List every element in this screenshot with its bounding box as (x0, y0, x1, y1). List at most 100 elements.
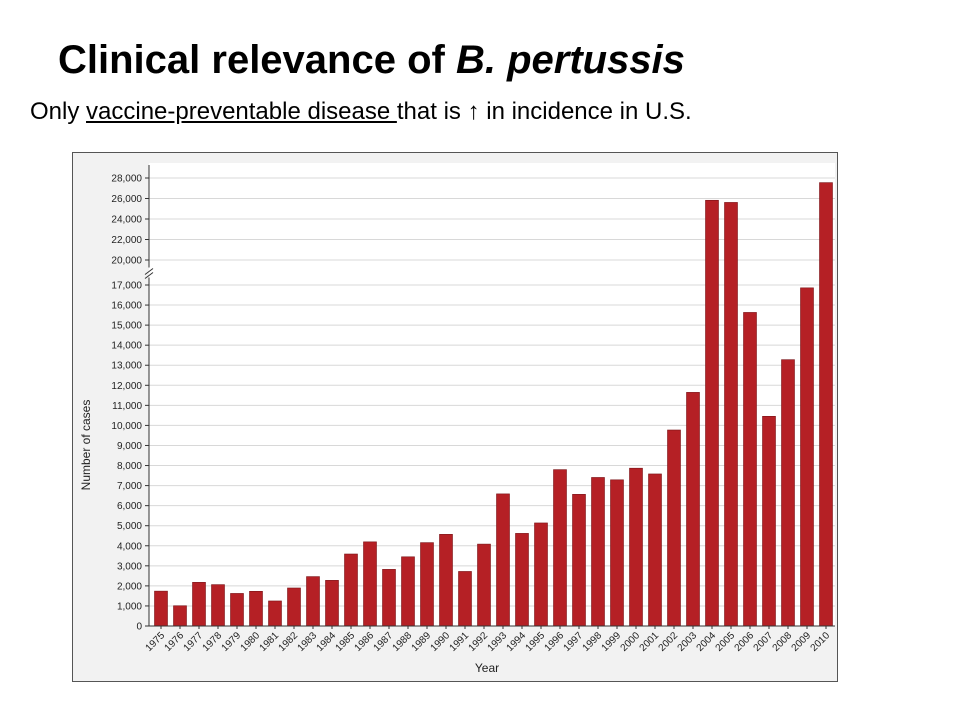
y-tick-label: 11,000 (112, 401, 142, 412)
subtitle-underlined: vaccine-preventable disease (86, 98, 397, 125)
x-tick-label: 1978 (201, 630, 225, 654)
y-tick-label: 6,000 (117, 501, 142, 512)
y-tick-label: 14,000 (111, 341, 142, 352)
subtitle-post: that is ↑ in incidence in U.S. (396, 98, 692, 125)
bar-1977 (192, 582, 206, 627)
x-tick-label: 2009 (790, 630, 814, 654)
slide-subtitle: Only vaccine-preventable disease that is… (30, 98, 692, 126)
bar-1999 (610, 479, 624, 627)
bar-2004 (705, 199, 719, 627)
bar-2003 (686, 392, 700, 627)
y-tick-label: 4,000 (117, 541, 142, 552)
bar-2006 (743, 312, 757, 627)
plot-background (149, 163, 835, 626)
x-tick-label: 1982 (277, 630, 301, 654)
x-tick-label: 2001 (638, 630, 662, 654)
x-tick-label: 2005 (714, 630, 738, 654)
bar-1995 (534, 522, 548, 627)
slide-title-text: Clinical relevance of (58, 38, 456, 82)
bar-2000 (629, 467, 643, 627)
y-axis-title: Number of cases (79, 400, 93, 491)
x-tick-label: 1984 (315, 630, 339, 654)
x-tick-label: 1981 (258, 630, 282, 654)
x-tick-label: 1976 (163, 630, 187, 654)
y-tick-label: 8,000 (117, 461, 142, 472)
y-tick-label: 15,000 (111, 321, 142, 332)
y-tick-label: 13,000 (111, 361, 142, 372)
y-tick-label: 12,000 (111, 381, 142, 392)
y-tick-label: 10,000 (111, 421, 142, 432)
axis-break-mark (144, 272, 154, 279)
y-tick-label: 22,000 (111, 235, 142, 246)
y-tick-label: 2,000 (117, 581, 142, 592)
bar-1982 (287, 587, 301, 627)
x-tick-label: 1986 (353, 630, 377, 654)
bar-1996 (553, 469, 567, 627)
x-tick-label: 1989 (410, 630, 434, 654)
bar-2007 (762, 416, 776, 627)
bar-1985 (344, 553, 358, 627)
bar-2001 (648, 473, 662, 627)
y-tick-label: 9,000 (117, 441, 142, 452)
subtitle-pre: Only (30, 98, 87, 125)
x-tick-label: 1990 (429, 630, 453, 654)
bars (154, 182, 833, 627)
bar-2002 (667, 429, 681, 627)
bar-2005 (724, 202, 738, 627)
x-tick-label: 1995 (524, 630, 548, 654)
x-tick-label: 1992 (467, 630, 491, 654)
bar-1988 (401, 556, 415, 627)
bar-1993 (496, 493, 510, 627)
slide-title-organism: B. pertussis (455, 38, 685, 82)
x-tick-label: 1994 (505, 630, 529, 654)
x-tick-label: 1979 (220, 630, 244, 654)
x-tick-label: 2003 (676, 630, 700, 654)
y-tick-label: 5,000 (117, 521, 142, 532)
x-tick-label: 2004 (695, 630, 719, 654)
x-tick-label: 2008 (771, 630, 795, 654)
x-tick-label: 1988 (391, 630, 415, 654)
bar-1984 (325, 580, 339, 627)
bar-1994 (515, 533, 529, 627)
bar-1975 (154, 590, 168, 627)
x-tick-label: 2010 (809, 630, 833, 654)
x-tick-label: 1977 (182, 630, 206, 654)
x-tick-label: 1996 (543, 630, 567, 654)
y-tick-label: 26,000 (111, 194, 142, 205)
bar-2010 (819, 182, 833, 627)
bar-1987 (382, 569, 396, 627)
axis-break-mark (144, 268, 154, 275)
bar-1997 (572, 494, 586, 627)
bar-1983 (306, 576, 320, 627)
x-tick-label: 1997 (562, 630, 586, 654)
y-axis: 0 1,000 2,000 3,000 4,000 5,000 6,000 7,000 8,00… (111, 165, 154, 633)
bar-1992 (477, 543, 491, 627)
x-tick-label: 1987 (372, 630, 396, 654)
bar-1981 (268, 600, 282, 627)
chart-frame: 0 1,000 2,000 3,000 4,000 5,000 6,000 7,000 8,00… (72, 152, 838, 682)
bar-1990 (439, 534, 453, 627)
bar-2009 (800, 287, 814, 627)
bar-chart: 0 1,000 2,000 3,000 4,000 5,000 6,000 7,000 8,00… (79, 163, 835, 675)
bar-1976 (173, 605, 187, 627)
y-tick-label: 3,000 (117, 561, 142, 572)
bar-2008 (781, 359, 795, 627)
x-tick-label: 1998 (581, 630, 605, 654)
bar-1986 (363, 541, 377, 627)
slide-title: Clinical relevance of B. pertussis (58, 38, 685, 83)
bar-1979 (230, 593, 244, 627)
bar-1978 (211, 584, 225, 627)
bar-1998 (591, 477, 605, 627)
x-tick-label: 1991 (448, 630, 472, 654)
bar-1980 (249, 590, 263, 627)
y-tick-label: 20,000 (111, 256, 142, 267)
y-tick-label: 7,000 (117, 481, 142, 492)
y-tick-label: 24,000 (111, 215, 142, 226)
y-tick-label: 28,000 (111, 174, 142, 185)
x-axis-title: Year (475, 661, 499, 675)
x-tick-label: 2006 (733, 630, 757, 654)
x-tick-label: 1975 (144, 630, 168, 654)
y-tick-label: 17,000 (111, 281, 142, 292)
x-tick-label: 2007 (752, 630, 776, 654)
y-tick-label: 16,000 (111, 301, 142, 312)
